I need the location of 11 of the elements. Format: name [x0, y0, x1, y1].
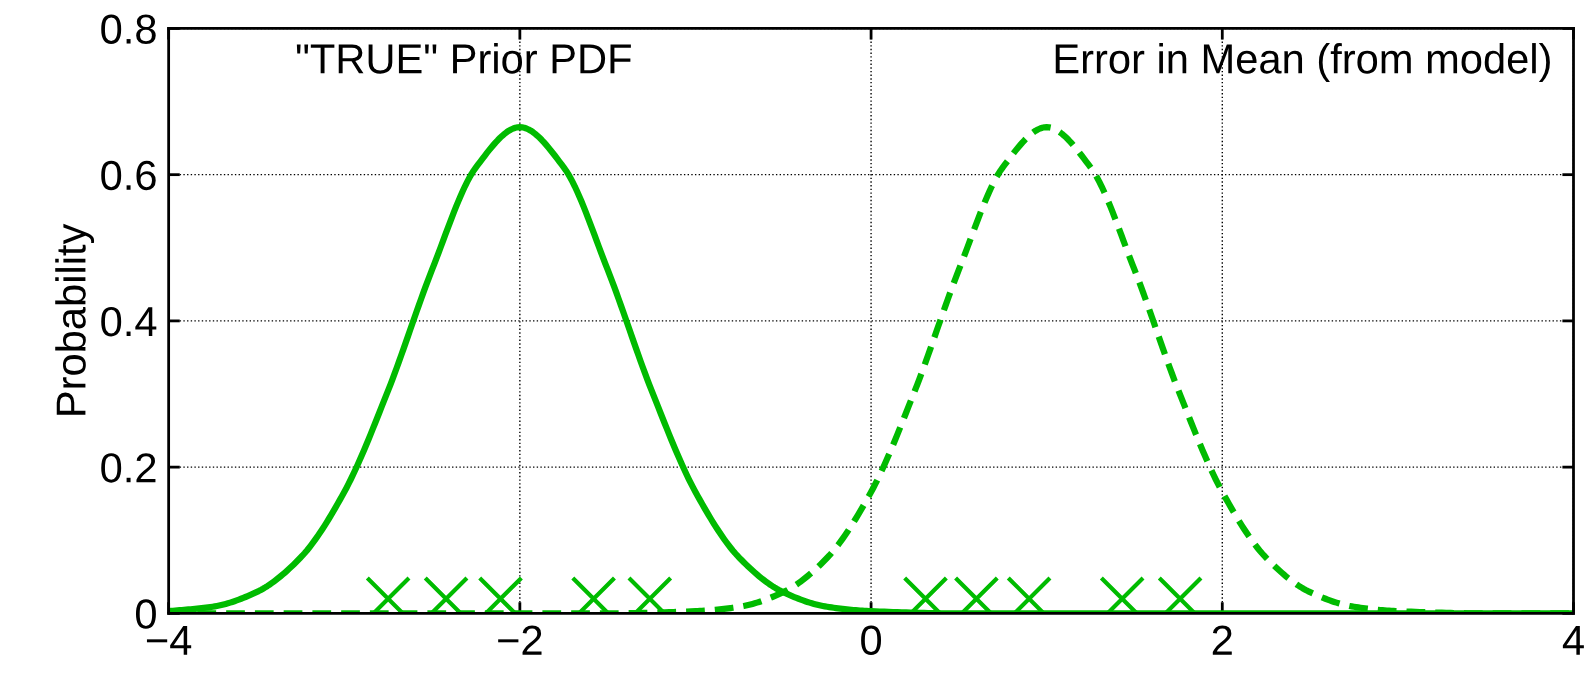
x-tick-label: 2: [1212, 625, 1232, 655]
annotation: "TRUE" Prior PDF: [296, 43, 631, 74]
y-tick-label: 0.4: [101, 306, 157, 337]
y-tick-label: 0.2: [101, 453, 156, 483]
y-tick-label: 0.8: [101, 14, 156, 44]
x-tick-label: 0: [861, 625, 882, 656]
y-axis-title: Probability: [55, 223, 95, 415]
annotation: Error in Mean (from model): [1055, 43, 1550, 82]
x-tick-label: 4: [1562, 626, 1584, 655]
y-tick-label: 0.6: [101, 160, 156, 191]
x-tick-label: −2: [498, 625, 542, 655]
